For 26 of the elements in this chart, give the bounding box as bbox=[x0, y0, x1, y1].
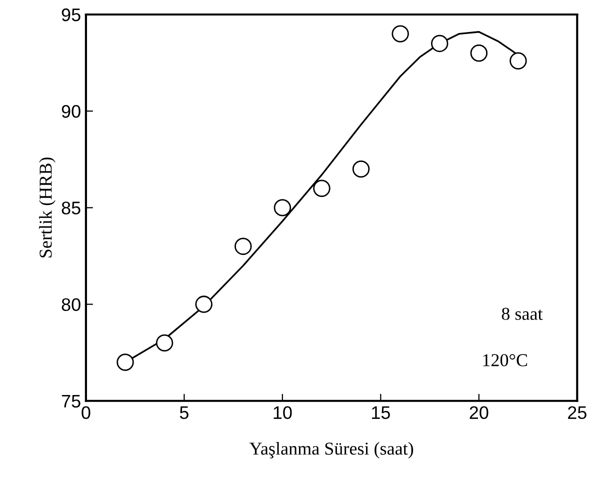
point bbox=[156, 334, 174, 352]
y-tick-label: 75 bbox=[62, 395, 80, 408]
point bbox=[195, 296, 212, 313]
x-tick-label: 5 bbox=[180, 406, 188, 420]
y-tick-label: 90 bbox=[62, 105, 80, 118]
point bbox=[431, 34, 448, 52]
annotation: 8 saat bbox=[502, 308, 543, 320]
point bbox=[392, 25, 409, 42]
annotation: 120°C bbox=[483, 354, 528, 366]
x-tick-label: 10 bbox=[274, 406, 292, 420]
y-axis-title: Sertlik (HRB) bbox=[39, 158, 56, 258]
y-tick-label: 80 bbox=[62, 298, 80, 312]
x-tick-label: 0 bbox=[82, 406, 90, 420]
x-tick-label: 15 bbox=[372, 406, 390, 420]
point bbox=[313, 180, 330, 197]
point bbox=[470, 44, 488, 62]
point bbox=[352, 160, 370, 178]
y-tick-label: 85 bbox=[62, 202, 80, 214]
point bbox=[274, 199, 292, 216]
x-tick-label: 20 bbox=[470, 406, 488, 420]
y-tick-label: 95 bbox=[62, 8, 80, 22]
x-tick-label: 25 bbox=[568, 406, 586, 420]
point bbox=[234, 238, 252, 255]
point bbox=[510, 52, 527, 70]
point bbox=[116, 354, 134, 371]
x-axis-title: Yaşlanma Süresi (saat) bbox=[249, 442, 414, 458]
